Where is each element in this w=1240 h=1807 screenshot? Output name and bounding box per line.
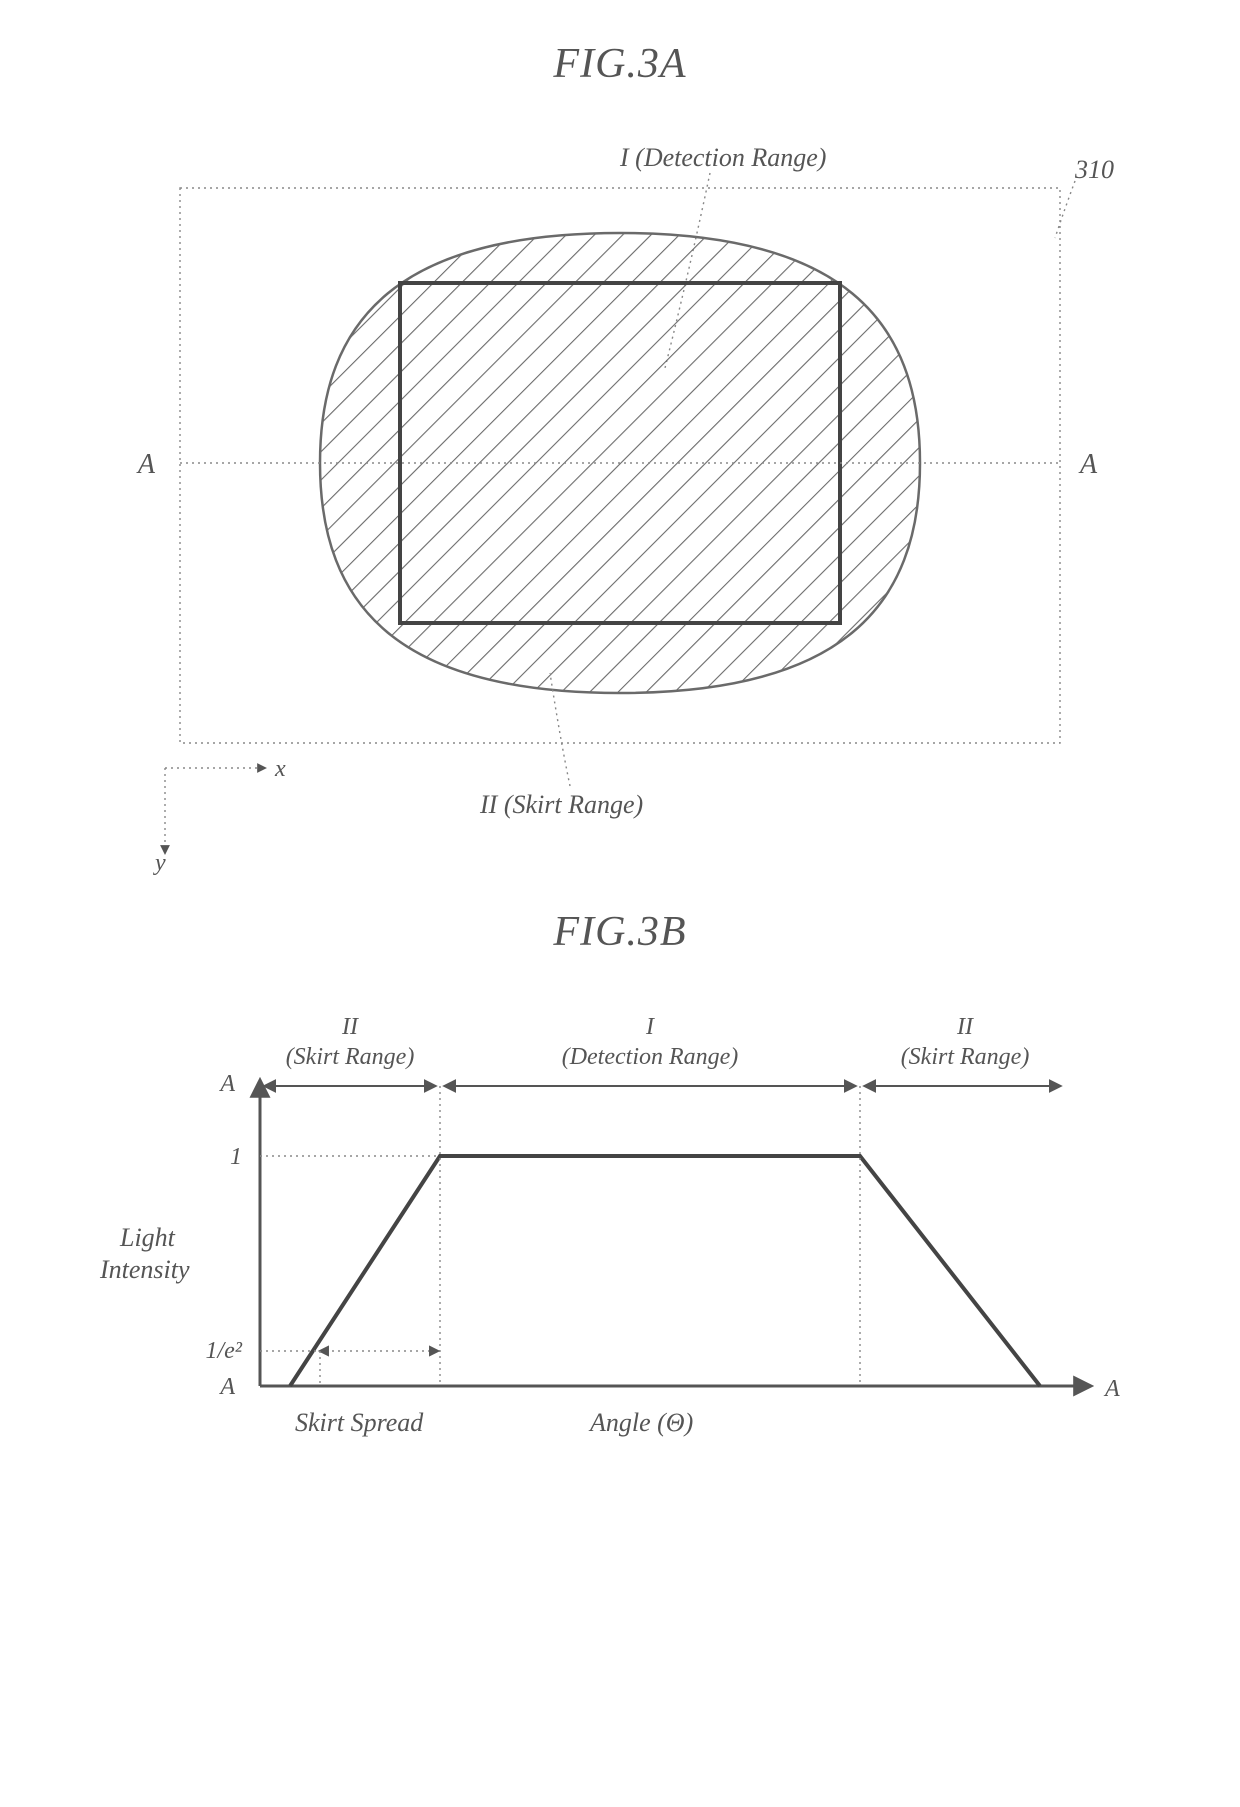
- intensity-curve: [290, 1156, 1040, 1386]
- ytick-1: 1: [230, 1144, 242, 1170]
- ytick-1e2: 1/e²: [205, 1338, 242, 1364]
- fig3a-title: FIG.3A: [60, 40, 1180, 88]
- y-axis-label-2: Intensity: [99, 1255, 190, 1284]
- origin-A: A: [218, 1374, 235, 1400]
- region-ii-right-top: II: [956, 1014, 974, 1040]
- skirt-spread-label: Skirt Spread: [295, 1408, 424, 1437]
- region-ii-right-bot: (Skirt Range): [901, 1044, 1030, 1070]
- ref-310-leader: [1055, 181, 1075, 238]
- section-a-left: A: [136, 449, 156, 480]
- skirt-label: II (Skirt Range): [479, 790, 643, 819]
- fig3b-title: FIG.3B: [60, 908, 1180, 956]
- y-axis-label-1: Light: [119, 1223, 176, 1252]
- axis-x-label: x: [274, 756, 286, 782]
- x-axis-label: Angle (Θ): [588, 1408, 693, 1437]
- axis-y-label: y: [153, 850, 166, 876]
- region-ii-left-top: II: [341, 1014, 359, 1040]
- region-i-bot: (Detection Range): [562, 1044, 739, 1070]
- y-top-A: A: [218, 1071, 235, 1097]
- detection-label: I (Detection Range): [619, 143, 826, 172]
- fig3b-chart: A A A 1 1/e² II (Skirt Range) I (Detecti…: [60, 986, 1180, 1486]
- region-ii-left-bot: (Skirt Range): [286, 1044, 415, 1070]
- ref-310: 310: [1074, 155, 1114, 184]
- fig3a-diagram: 310 I (Detection Range) A A II (Skirt Ra…: [60, 118, 1180, 878]
- x-end-A: A: [1103, 1376, 1120, 1402]
- region-i-top: I: [645, 1014, 655, 1040]
- section-a-right: A: [1078, 449, 1098, 480]
